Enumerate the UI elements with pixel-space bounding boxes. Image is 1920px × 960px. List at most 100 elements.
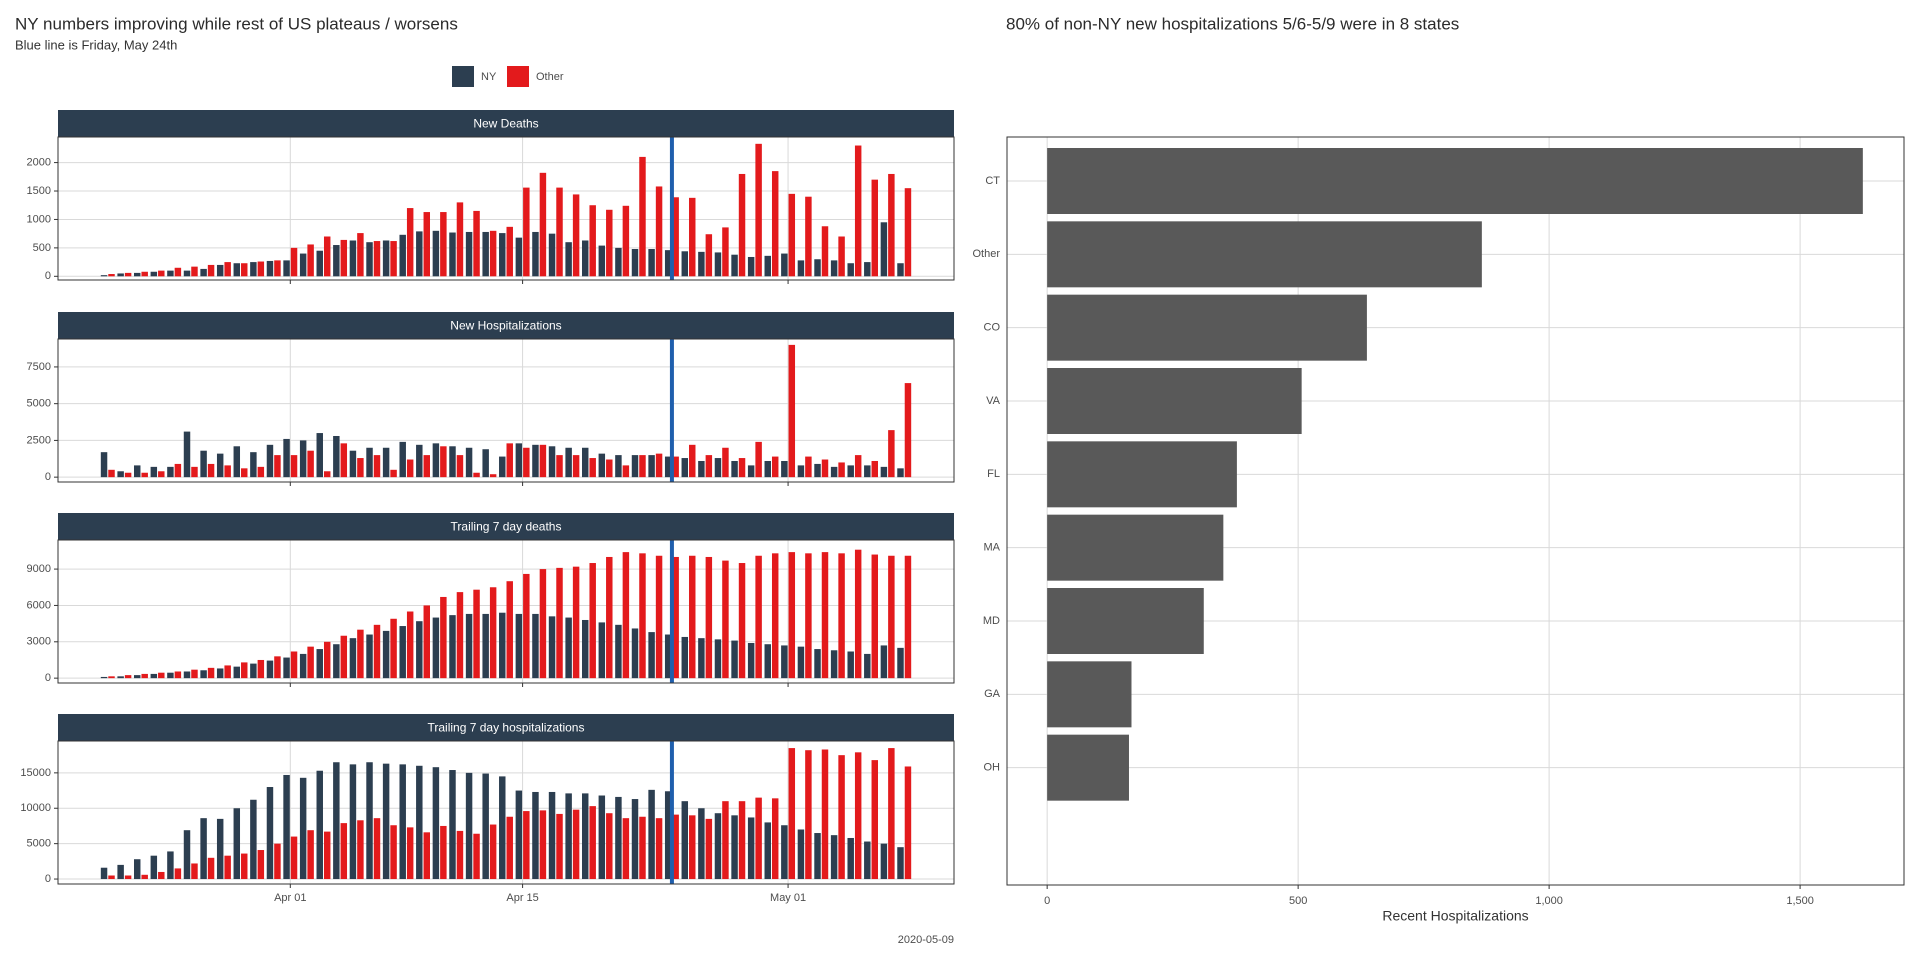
bar [747, 643, 755, 679]
bar [174, 868, 182, 880]
bar [871, 460, 879, 478]
bar [333, 245, 340, 277]
bar [158, 471, 165, 478]
y-tick-label: 2500 [27, 434, 51, 446]
bar [838, 553, 845, 679]
bar [747, 256, 755, 277]
y-tick-label: GA [984, 688, 1001, 700]
bar [1047, 294, 1367, 361]
bar [655, 453, 663, 478]
bar [423, 605, 431, 679]
bar [771, 171, 779, 277]
bar [233, 263, 241, 277]
bar [191, 669, 198, 679]
bar [722, 227, 729, 277]
bar [416, 621, 423, 679]
bar [1047, 661, 1132, 728]
bar [117, 471, 124, 478]
y-tick-label: 0 [45, 873, 51, 885]
bar [648, 455, 655, 478]
bar [738, 173, 746, 277]
bar [864, 262, 871, 277]
bar [233, 446, 241, 478]
bar [399, 626, 406, 679]
bar [108, 274, 115, 277]
bar [299, 253, 307, 277]
bar [821, 226, 829, 277]
panel-border [1006, 136, 1905, 886]
bar [290, 651, 298, 679]
legend-label: NY [481, 71, 497, 83]
bar [631, 799, 639, 880]
bar [333, 644, 340, 679]
bar [100, 275, 108, 277]
bar [830, 260, 838, 277]
y-tick-label: 5000 [27, 838, 51, 850]
bar [233, 666, 241, 679]
bar [150, 673, 158, 679]
bar [307, 646, 314, 679]
bar [449, 232, 456, 277]
bar [639, 553, 646, 679]
bar [191, 863, 198, 880]
bar [581, 240, 589, 277]
bar [207, 463, 215, 478]
bar [639, 455, 646, 478]
y-tick-label: 6000 [27, 599, 51, 611]
bar [606, 459, 613, 478]
bar [250, 799, 257, 880]
bar [631, 249, 639, 277]
bar [449, 615, 456, 679]
bar [440, 212, 447, 277]
y-tick-label: 9000 [27, 563, 51, 575]
bar [274, 455, 281, 478]
bar [648, 789, 655, 880]
bar [382, 447, 390, 478]
bar [133, 675, 141, 679]
bar [572, 566, 580, 679]
bar [266, 660, 274, 679]
bar [639, 816, 646, 880]
bar [108, 875, 115, 880]
bar [158, 672, 165, 679]
strip-label: New Deaths [473, 117, 538, 131]
bar [738, 801, 746, 880]
bar [648, 632, 655, 679]
bar [108, 469, 115, 478]
bar [738, 563, 746, 679]
bar [622, 465, 630, 478]
bar [323, 471, 331, 478]
bar [515, 237, 523, 277]
bar [257, 466, 265, 478]
x-tick-label: 1,000 [1535, 895, 1563, 907]
bar [174, 463, 182, 478]
bar [141, 472, 148, 478]
bar [167, 851, 174, 880]
y-tick-label: 0 [45, 672, 51, 684]
bar [589, 563, 596, 679]
bar [864, 653, 871, 679]
bar [1047, 368, 1302, 434]
y-tick-label: 10000 [20, 802, 51, 814]
panel-border [57, 136, 955, 281]
bar [349, 638, 357, 679]
strip [58, 312, 954, 339]
y-tick-label: OH [984, 762, 1001, 774]
bar [672, 556, 679, 679]
bar [523, 811, 530, 880]
y-tick-label: 1000 [27, 213, 51, 225]
bar [423, 455, 431, 478]
bar [191, 466, 198, 478]
bar [655, 818, 663, 880]
bar [366, 242, 373, 277]
bar [200, 450, 207, 478]
bar [838, 462, 845, 478]
bar [888, 173, 895, 277]
bar [747, 465, 755, 478]
bar [854, 752, 862, 880]
bar [722, 447, 729, 478]
bar [250, 663, 257, 679]
bar [556, 813, 563, 880]
bar [216, 818, 224, 880]
bar [390, 469, 397, 478]
